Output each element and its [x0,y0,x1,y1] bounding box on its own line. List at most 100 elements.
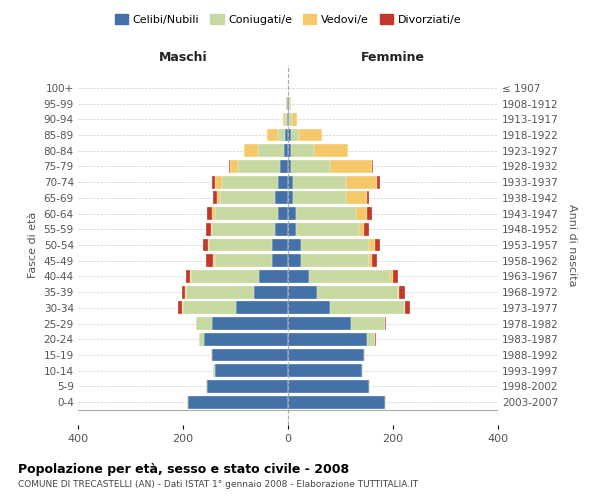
Bar [288,113,289,126]
Bar [212,176,215,188]
Bar [372,254,377,267]
Bar [292,113,297,126]
Bar [346,192,367,204]
Bar [288,254,301,267]
Bar [182,302,183,314]
Bar [391,270,393,283]
Bar [288,380,370,393]
Bar [230,160,238,173]
Bar [364,223,370,235]
Bar [330,302,404,314]
Bar [183,302,235,314]
Text: Maschi: Maschi [158,51,208,64]
Bar [206,207,212,220]
Bar [206,254,214,267]
Bar [288,223,296,235]
Bar [393,270,398,283]
Bar [288,160,290,173]
Bar [359,223,364,235]
Bar [288,207,296,220]
Bar [367,333,374,346]
Bar [290,160,330,173]
Bar [377,176,380,188]
Bar [288,302,330,314]
Bar [212,207,215,220]
Bar [215,176,223,188]
Bar [275,192,288,204]
Bar [214,364,215,377]
Bar [374,333,376,346]
Bar [288,396,385,408]
Bar [272,254,288,267]
Bar [204,333,288,346]
Bar [288,348,364,362]
Bar [317,286,398,298]
Bar [400,286,404,298]
Bar [293,176,346,188]
Bar [272,238,288,252]
Bar [238,160,280,173]
Bar [301,254,370,267]
Bar [203,238,208,252]
Bar [367,207,372,220]
Bar [299,128,322,141]
Y-axis label: Fasce di età: Fasce di età [28,212,38,278]
Bar [356,207,367,220]
Bar [346,176,377,188]
Bar [289,97,290,110]
Bar [284,144,288,157]
Bar [254,286,288,298]
Bar [215,254,272,267]
Bar [190,270,191,283]
Bar [185,270,190,283]
Bar [213,192,217,204]
Bar [287,113,288,126]
Bar [267,128,277,141]
Bar [374,238,380,252]
Bar [182,286,185,298]
Bar [370,254,372,267]
Bar [288,333,367,346]
Bar [364,348,365,362]
Bar [288,364,361,377]
Legend: Celibi/Nubili, Coniugati/e, Vedovi/e, Divorziati/e: Celibi/Nubili, Coniugati/e, Vedovi/e, Di… [110,10,466,29]
Bar [289,113,292,126]
Bar [277,176,288,188]
Bar [215,364,288,377]
Bar [178,302,182,314]
Bar [290,97,291,110]
Bar [187,396,188,408]
Bar [220,192,275,204]
Bar [211,223,212,235]
Bar [367,192,370,204]
Bar [280,160,288,173]
Text: Popolazione per età, sesso e stato civile - 2008: Popolazione per età, sesso e stato civil… [18,462,349,475]
Bar [372,160,373,173]
Bar [288,317,351,330]
Bar [235,302,288,314]
Bar [275,223,288,235]
Bar [196,317,212,330]
Bar [309,270,391,283]
Bar [385,317,386,330]
Bar [212,348,288,362]
Bar [215,207,277,220]
Bar [351,317,385,330]
Bar [293,192,346,204]
Bar [290,128,299,141]
Bar [257,144,284,157]
Bar [223,176,277,188]
Bar [191,270,259,283]
Bar [404,302,410,314]
Bar [288,286,317,298]
Text: Femmine: Femmine [361,51,425,64]
Bar [296,207,356,220]
Bar [229,160,230,173]
Bar [206,380,288,393]
Bar [330,160,372,173]
Bar [277,128,286,141]
Bar [314,144,349,157]
Bar [211,348,212,362]
Bar [199,333,204,346]
Bar [301,238,370,252]
